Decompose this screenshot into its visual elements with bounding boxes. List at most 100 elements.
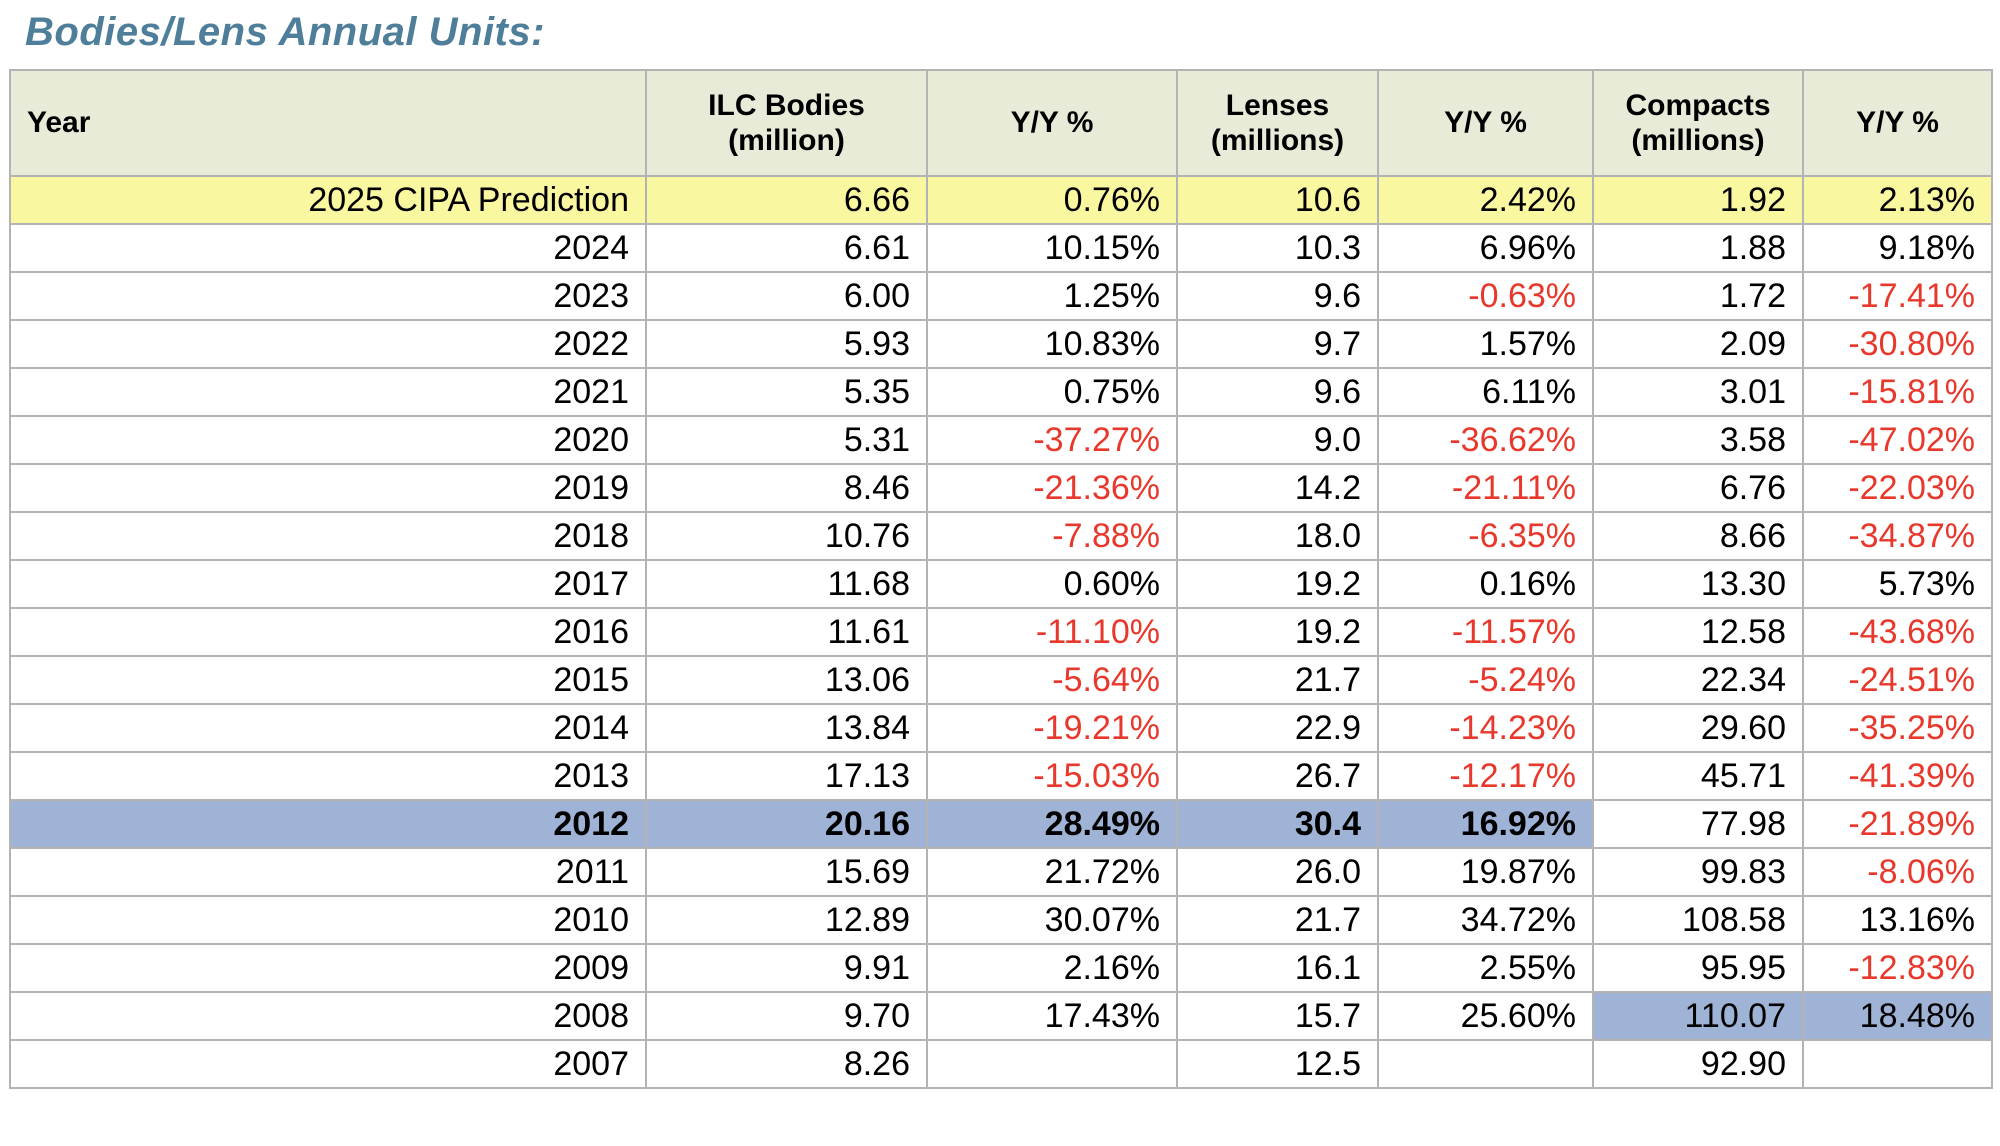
value-cell: 5.93 bbox=[645, 319, 928, 369]
value-cell: -5.24% bbox=[1377, 655, 1594, 705]
value-cell: -17.41% bbox=[1802, 271, 1993, 321]
value-cell: 9.18% bbox=[1802, 223, 1993, 273]
value-cell: 5.35 bbox=[645, 367, 928, 417]
value-cell: -11.57% bbox=[1377, 607, 1594, 657]
value-cell: -41.39% bbox=[1802, 751, 1993, 801]
value-cell: -43.68% bbox=[1802, 607, 1993, 657]
year-cell: 2016 bbox=[9, 607, 647, 657]
value-cell: -21.89% bbox=[1802, 799, 1993, 849]
value-cell: 9.70 bbox=[645, 991, 928, 1041]
value-cell: -15.81% bbox=[1802, 367, 1993, 417]
year-cell: 2025 CIPA Prediction bbox=[9, 175, 647, 225]
table-header: Year ILC Bodies (million) Y/Y % Lenses (… bbox=[9, 69, 1993, 177]
value-cell: 13.16% bbox=[1802, 895, 1993, 945]
year-cell: 2019 bbox=[9, 463, 647, 513]
value-cell: -47.02% bbox=[1802, 415, 1993, 465]
value-cell: 18.48% bbox=[1802, 991, 1993, 1041]
column-header-ilc-yoy: Y/Y % bbox=[926, 69, 1178, 177]
value-cell: -22.03% bbox=[1802, 463, 1993, 513]
value-cell: 108.58 bbox=[1592, 895, 1804, 945]
value-cell: 6.96% bbox=[1377, 223, 1594, 273]
value-cell: 5.31 bbox=[645, 415, 928, 465]
year-cell: 2010 bbox=[9, 895, 647, 945]
value-cell: -12.83% bbox=[1802, 943, 1993, 993]
value-cell: 6.61 bbox=[645, 223, 928, 273]
value-cell: 13.06 bbox=[645, 655, 928, 705]
value-cell: 6.66 bbox=[645, 175, 928, 225]
table-row: 2007 8.26 12.5 92.90 bbox=[9, 1039, 1993, 1089]
value-cell: 17.43% bbox=[926, 991, 1178, 1041]
value-cell: 1.57% bbox=[1377, 319, 1594, 369]
value-cell: 77.98 bbox=[1592, 799, 1804, 849]
value-cell: 8.46 bbox=[645, 463, 928, 513]
table-row: 2015 13.06 -5.64% 21.7 -5.24% 22.34 -24.51% bbox=[9, 655, 1993, 705]
value-cell: -24.51% bbox=[1802, 655, 1993, 705]
table-row: 2023 6.00 1.25% 9.6 -0.63% 1.72 -17.41% bbox=[9, 271, 1993, 321]
value-cell: 6.00 bbox=[645, 271, 928, 321]
column-header-year: Year bbox=[9, 69, 647, 177]
value-cell: 10.76 bbox=[645, 511, 928, 561]
value-cell: 2.09 bbox=[1592, 319, 1804, 369]
column-header-compacts-yoy: Y/Y % bbox=[1802, 69, 1993, 177]
value-cell: 11.68 bbox=[645, 559, 928, 609]
table-row: 2020 5.31 -37.27% 9.0 -36.62% 3.58 -47.02% bbox=[9, 415, 1993, 465]
value-cell: 22.34 bbox=[1592, 655, 1804, 705]
value-cell: 21.7 bbox=[1176, 895, 1379, 945]
value-cell: -7.88% bbox=[926, 511, 1178, 561]
value-cell: 9.7 bbox=[1176, 319, 1379, 369]
value-cell: -36.62% bbox=[1377, 415, 1594, 465]
value-cell bbox=[1802, 1039, 1993, 1089]
table-row: 2017 11.68 0.60% 19.2 0.16% 13.30 5.73% bbox=[9, 559, 1993, 609]
value-cell: 15.7 bbox=[1176, 991, 1379, 1041]
value-cell: 2.13% bbox=[1802, 175, 1993, 225]
header-row: Year ILC Bodies (million) Y/Y % Lenses (… bbox=[9, 69, 1993, 177]
value-cell: 0.76% bbox=[926, 175, 1178, 225]
table-row: 2009 9.91 2.16% 16.1 2.55% 95.95 -12.83% bbox=[9, 943, 1993, 993]
year-cell: 2014 bbox=[9, 703, 647, 753]
value-cell: 5.73% bbox=[1802, 559, 1993, 609]
value-cell: 14.2 bbox=[1176, 463, 1379, 513]
value-cell: 3.01 bbox=[1592, 367, 1804, 417]
value-cell: 1.25% bbox=[926, 271, 1178, 321]
year-cell: 2012 bbox=[9, 799, 647, 849]
value-cell: 16.1 bbox=[1176, 943, 1379, 993]
value-cell: 2.42% bbox=[1377, 175, 1594, 225]
year-cell: 2022 bbox=[9, 319, 647, 369]
table-row: 2016 11.61 -11.10% 19.2 -11.57% 12.58 -43.68% bbox=[9, 607, 1993, 657]
value-cell: 19.2 bbox=[1176, 607, 1379, 657]
value-cell: 19.87% bbox=[1377, 847, 1594, 897]
value-cell: 21.72% bbox=[926, 847, 1178, 897]
value-cell bbox=[1377, 1039, 1594, 1089]
year-cell: 2011 bbox=[9, 847, 647, 897]
value-cell: 6.11% bbox=[1377, 367, 1594, 417]
value-cell: 16.92% bbox=[1377, 799, 1594, 849]
value-cell: -5.64% bbox=[926, 655, 1178, 705]
value-cell: 10.3 bbox=[1176, 223, 1379, 273]
value-cell: -19.21% bbox=[926, 703, 1178, 753]
value-cell: 30.4 bbox=[1176, 799, 1379, 849]
value-cell: -37.27% bbox=[926, 415, 1178, 465]
value-cell: 6.76 bbox=[1592, 463, 1804, 513]
value-cell: 34.72% bbox=[1377, 895, 1594, 945]
column-header-ilc-bodies: ILC Bodies (million) bbox=[645, 69, 928, 177]
value-cell: 9.91 bbox=[645, 943, 928, 993]
annual-units-table: Year ILC Bodies (million) Y/Y % Lenses (… bbox=[9, 69, 1993, 1089]
value-cell: 1.88 bbox=[1592, 223, 1804, 273]
table-row: 2024 6.61 10.15% 10.3 6.96% 1.88 9.18% bbox=[9, 223, 1993, 273]
value-cell: 2.16% bbox=[926, 943, 1178, 993]
value-cell: -34.87% bbox=[1802, 511, 1993, 561]
value-cell: 99.83 bbox=[1592, 847, 1804, 897]
value-cell: 10.83% bbox=[926, 319, 1178, 369]
value-cell: 9.0 bbox=[1176, 415, 1379, 465]
value-cell: 26.0 bbox=[1176, 847, 1379, 897]
value-cell: 13.84 bbox=[645, 703, 928, 753]
year-cell: 2020 bbox=[9, 415, 647, 465]
value-cell: -14.23% bbox=[1377, 703, 1594, 753]
value-cell: -11.10% bbox=[926, 607, 1178, 657]
value-cell: 25.60% bbox=[1377, 991, 1594, 1041]
value-cell: 95.95 bbox=[1592, 943, 1804, 993]
value-cell: 13.30 bbox=[1592, 559, 1804, 609]
value-cell: 15.69 bbox=[645, 847, 928, 897]
value-cell: -35.25% bbox=[1802, 703, 1993, 753]
value-cell: 92.90 bbox=[1592, 1039, 1804, 1089]
